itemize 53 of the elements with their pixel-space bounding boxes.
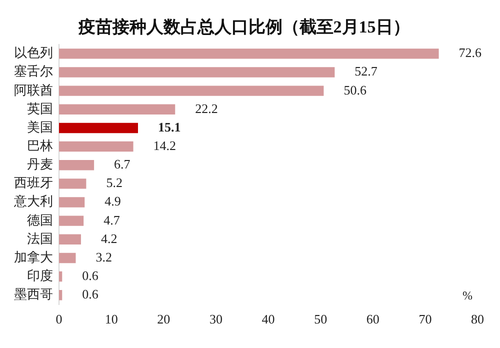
bar: [59, 48, 439, 59]
x-tick-label: 30: [209, 312, 222, 327]
data-label: 15.1: [158, 119, 181, 134]
bar: [59, 178, 86, 189]
bar: [59, 216, 84, 226]
bar: [59, 197, 85, 208]
bar: [59, 122, 138, 134]
bar: [59, 86, 324, 96]
y-tick-label: 法国: [27, 230, 53, 246]
data-label: 6.7: [114, 156, 131, 172]
data-label: 14.2: [153, 138, 176, 153]
data-label: 0.6: [82, 286, 99, 302]
bar: [59, 252, 76, 264]
data-label: 52.7: [354, 64, 378, 79]
data-label: 72.6: [458, 45, 482, 60]
data-label: 4.7: [104, 212, 120, 228]
data-label: 50.6: [344, 82, 367, 98]
bar: [59, 141, 134, 152]
y-tick-label: 阿联酋: [14, 82, 53, 98]
data-label: 5.2: [106, 175, 122, 190]
chart-title: 疫苗接种人数占总人口比例（截至2月15日）: [77, 18, 410, 37]
x-tick-label: 60: [366, 312, 380, 327]
y-tick-label: 意大利: [13, 194, 53, 209]
x-tick-label: 10: [104, 312, 118, 327]
y-tick-label: 巴林: [27, 138, 53, 153]
bar: [59, 271, 62, 282]
bar: [59, 67, 335, 78]
data-label: 3.2: [96, 249, 112, 264]
bar: [59, 160, 94, 170]
bar: [59, 104, 176, 115]
data-label: 0.6: [82, 268, 99, 283]
y-tick-label: 丹麦: [27, 156, 53, 172]
y-tick-label: 德国: [27, 212, 53, 228]
data-label: 4.9: [104, 194, 121, 209]
x-tick-label: 50: [314, 312, 328, 327]
x-tick-label: 80: [471, 312, 484, 327]
data-label: 4.2: [100, 230, 118, 246]
y-tick-label: 印度: [27, 268, 53, 283]
y-tick-label: 以色列: [14, 45, 53, 60]
bar: [59, 234, 81, 245]
x-tick-label: 40: [262, 312, 275, 327]
x-tick-label: 70: [418, 312, 432, 327]
x-tick-label: 20: [157, 312, 170, 327]
y-tick-label: 英国: [27, 100, 53, 116]
x-tick-label: 0: [56, 312, 62, 327]
bar: [59, 290, 62, 300]
y-tick-label: 墨西哥: [14, 286, 53, 302]
y-tick-label: 西班牙: [14, 175, 53, 190]
y-tick-label: 塞舌尔: [14, 64, 53, 79]
x-axis-title: %: [462, 288, 472, 303]
y-tick-label: 美国: [27, 119, 53, 134]
data-label: 22.2: [195, 100, 218, 116]
y-tick-label: 加拿大: [14, 249, 53, 264]
